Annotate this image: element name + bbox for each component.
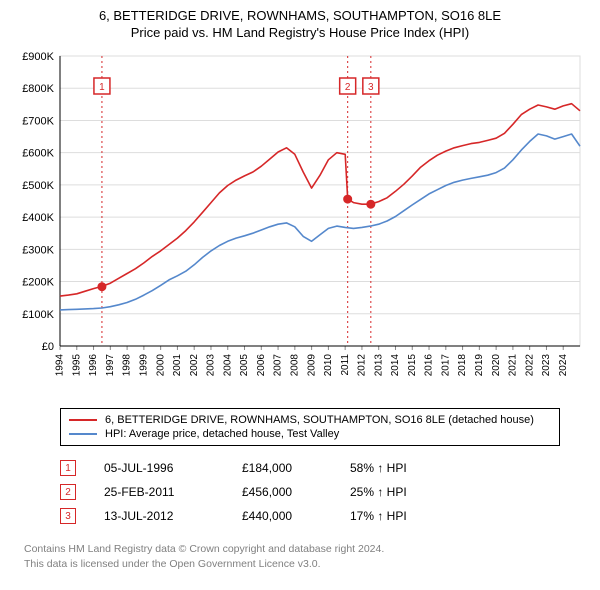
sale-pct: 58% ↑ HPI [350,461,470,475]
svg-text:2024: 2024 [558,354,569,377]
svg-text:2008: 2008 [289,354,300,377]
footer-line-1: Contains HM Land Registry data © Crown c… [24,542,588,557]
svg-text:2020: 2020 [491,354,502,377]
legend-swatch [69,419,97,421]
svg-text:2007: 2007 [273,354,284,377]
svg-text:£0: £0 [42,341,54,353]
chart-container: 6, BETTERIDGE DRIVE, ROWNHAMS, SOUTHAMPT… [0,0,600,583]
chart-svg: £0 £100K £200K £300K £400K £500K £600K £700K £80… [12,48,588,398]
svg-text:£300K: £300K [22,244,54,256]
sale-pct: 17% ↑ HPI [350,509,470,523]
svg-text:1994: 1994 [55,354,66,377]
sale-date: 25-FEB-2011 [104,485,214,499]
svg-text:£700K: £700K [22,115,54,127]
svg-text:1: 1 [99,82,105,93]
svg-text:2019: 2019 [474,354,485,377]
svg-text:£500K: £500K [22,180,54,192]
svg-text:1999: 1999 [139,354,150,377]
svg-text:£400K: £400K [22,212,54,224]
svg-text:2015: 2015 [407,354,418,377]
svg-text:1998: 1998 [122,354,133,377]
svg-text:2005: 2005 [239,354,250,377]
sale-row: 1 05-JUL-1996 £184,000 58% ↑ HPI [60,456,588,480]
sale-row: 2 25-FEB-2011 £456,000 25% ↑ HPI [60,480,588,504]
svg-text:£100K: £100K [22,309,54,321]
svg-text:3: 3 [368,82,374,93]
sale-price: £456,000 [242,485,322,499]
footer: Contains HM Land Registry data © Crown c… [24,542,588,571]
svg-text:2009: 2009 [306,354,317,377]
svg-text:2011: 2011 [340,354,351,376]
title-block: 6, BETTERIDGE DRIVE, ROWNHAMS, SOUTHAMPT… [12,8,588,40]
svg-text:2000: 2000 [155,354,166,377]
svg-text:1997: 1997 [105,354,116,377]
svg-text:1995: 1995 [71,354,82,377]
svg-text:2010: 2010 [323,354,334,377]
footer-line-2: This data is licensed under the Open Gov… [24,557,588,572]
svg-text:2021: 2021 [508,354,519,377]
title-line-1: 6, BETTERIDGE DRIVE, ROWNHAMS, SOUTHAMPT… [12,8,588,23]
sale-price: £184,000 [242,461,322,475]
svg-text:2013: 2013 [373,354,384,377]
svg-text:2002: 2002 [189,354,200,377]
svg-text:£600K: £600K [22,148,54,160]
sale-marker-icon: 3 [60,508,76,524]
svg-text:2006: 2006 [256,354,267,377]
legend-swatch [69,433,97,435]
svg-text:2014: 2014 [390,354,401,377]
legend-label: 6, BETTERIDGE DRIVE, ROWNHAMS, SOUTHAMPT… [105,414,534,426]
legend-row: 6, BETTERIDGE DRIVE, ROWNHAMS, SOUTHAMPT… [69,413,551,427]
sale-pct: 25% ↑ HPI [350,485,470,499]
svg-text:2003: 2003 [206,354,217,377]
sale-row: 3 13-JUL-2012 £440,000 17% ↑ HPI [60,504,588,528]
chart-plot: £0 £100K £200K £300K £400K £500K £600K £700K £80… [12,48,588,398]
sale-price: £440,000 [242,509,322,523]
sale-date: 13-JUL-2012 [104,509,214,523]
svg-text:2017: 2017 [440,354,451,377]
svg-text:£800K: £800K [22,83,54,95]
svg-text:2012: 2012 [357,354,368,377]
svg-text:2: 2 [345,82,351,93]
title-line-2: Price paid vs. HM Land Registry's House … [12,25,588,40]
svg-text:2022: 2022 [524,354,535,377]
svg-text:£900K: £900K [22,51,54,63]
svg-text:1996: 1996 [88,354,99,377]
sale-marker-icon: 1 [60,460,76,476]
legend-label: HPI: Average price, detached house, Test… [105,428,339,440]
sale-marker-icon: 2 [60,484,76,500]
legend-row: HPI: Average price, detached house, Test… [69,427,551,441]
svg-text:2023: 2023 [541,354,552,377]
svg-text:£200K: £200K [22,277,54,289]
svg-text:2018: 2018 [457,354,468,377]
sale-date: 05-JUL-1996 [104,461,214,475]
svg-text:2016: 2016 [424,354,435,377]
svg-text:2004: 2004 [222,354,233,377]
sales-table: 1 05-JUL-1996 £184,000 58% ↑ HPI 2 25-FEB-201… [60,456,588,528]
legend: 6, BETTERIDGE DRIVE, ROWNHAMS, SOUTHAMPT… [60,408,560,446]
svg-text:2001: 2001 [172,354,183,377]
